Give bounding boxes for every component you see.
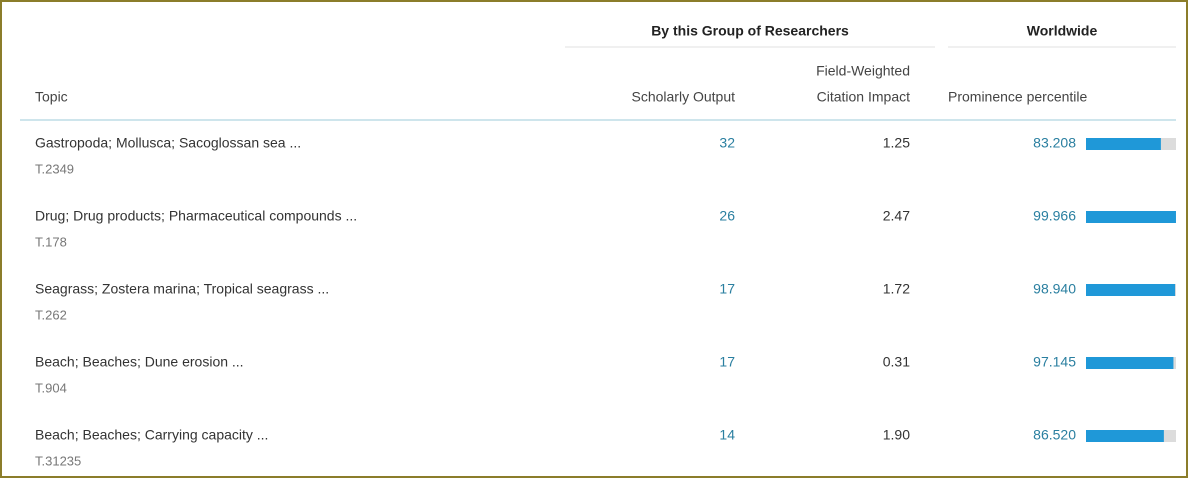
percentile-bar [1086,357,1174,369]
topic: Beach; Beaches; Carrying capacity ... [35,427,268,443]
column-header: Scholarly Output [632,89,736,105]
group-header: By this Group of Researchers [651,23,849,39]
scholarly-output: 32 [719,135,735,151]
topic-id: T.904 [35,380,67,395]
fwci: 1.25 [883,135,910,151]
fwci: 1.72 [883,281,910,297]
topic: Seagrass; Zostera marina; Tropical seagr… [35,281,329,297]
fwci: 2.47 [883,208,910,224]
topic-id: T.2349 [35,161,74,176]
column-header: Field-Weighted [816,63,910,79]
percentile-bar [1086,284,1176,296]
percentile-bar [1086,138,1161,150]
scholarly-output: 26 [719,208,735,224]
column-header: Prominence percentile [948,89,1088,105]
percentile: 98.940 [1033,281,1076,297]
column-header: Citation Impact [817,89,910,105]
topic: Drug; Drug products; Pharmaceutical comp… [35,208,357,224]
scholarly-output: 17 [719,281,735,297]
percentile: 86.520 [1033,427,1076,443]
percentile: 83.208 [1033,135,1076,151]
percentile-bar [1086,211,1176,223]
topic: Beach; Beaches; Dune erosion ... [35,354,244,370]
topic-id: T.262 [35,307,67,322]
percentile-bar [1086,430,1164,442]
percentile: 99.966 [1033,208,1076,224]
topic: Gastropoda; Mollusca; Sacoglossan sea ..… [35,135,301,151]
group-header: Worldwide [1027,23,1098,39]
scholarly-output: 17 [719,354,735,370]
percentile: 97.145 [1033,354,1076,370]
fwci: 1.90 [883,427,910,443]
column-header: Topic [35,89,68,105]
scholarly-output: 14 [719,427,735,443]
topic-id: T.31235 [35,453,81,468]
fwci: 0.31 [883,354,910,370]
topic-id: T.178 [35,234,67,249]
